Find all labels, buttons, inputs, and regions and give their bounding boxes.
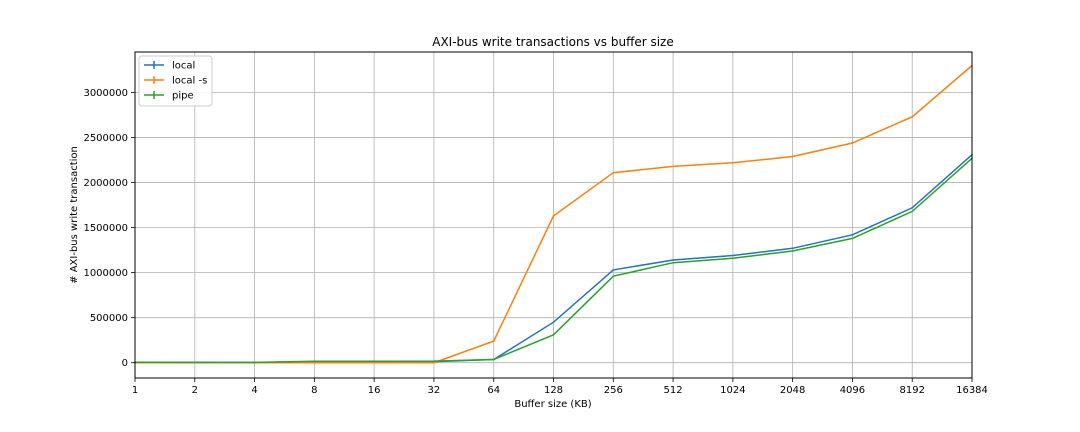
x-tick-label: 256 — [604, 385, 623, 396]
data-point — [791, 155, 794, 158]
data-point — [433, 361, 435, 364]
data-point — [612, 171, 615, 174]
y-tick-label: 2000000 — [83, 178, 128, 189]
data-point — [313, 361, 316, 364]
legend-label: local -s — [172, 76, 207, 87]
y-tick-label: 500000 — [90, 313, 128, 324]
data-series — [134, 64, 973, 364]
x-axis-ticks: 1 2 4 8 16 32 64 128 256 512 1024 2048 4096 8192 16384 — [132, 378, 988, 396]
data-point — [791, 250, 794, 252]
data-point — [732, 161, 734, 164]
legend: local local -s pipe — [138, 55, 213, 107]
y-tick-label: 1500000 — [83, 223, 128, 234]
data-point — [552, 321, 555, 323]
data-point — [851, 237, 854, 240]
data-point — [911, 210, 914, 213]
data-point — [552, 333, 555, 336]
data-point — [851, 234, 854, 236]
x-tick-label: 64 — [487, 385, 500, 396]
x-axis-label: Buffer size (KB) — [514, 399, 591, 410]
y-axis-label: # AXI-bus write transaction — [69, 146, 80, 284]
data-point — [672, 259, 674, 261]
x-tick-label: 32 — [428, 385, 441, 396]
data-point — [732, 254, 734, 257]
x-tick-label: 16 — [368, 385, 381, 396]
legend-label: pipe — [172, 91, 194, 102]
data-point — [612, 275, 615, 278]
data-point — [612, 269, 615, 271]
y-tick-label: 3000000 — [83, 88, 128, 99]
x-tick-label: 2048 — [780, 385, 805, 396]
data-point — [193, 361, 196, 364]
legend-label: local — [172, 61, 195, 72]
data-point — [911, 206, 914, 209]
data-point — [851, 142, 854, 144]
x-tick-label: 1024 — [720, 385, 745, 396]
data-point — [911, 116, 914, 118]
data-point — [253, 361, 256, 364]
data-point — [492, 340, 495, 342]
data-point — [672, 261, 674, 264]
data-point — [552, 215, 555, 217]
x-tick-label: 128 — [544, 385, 563, 396]
y-tick-label: 2500000 — [83, 133, 128, 144]
chart-title: AXI-bus write transactions vs buffer siz… — [432, 35, 673, 49]
data-point — [672, 165, 674, 168]
y-tick-label: 1000000 — [83, 268, 128, 279]
x-tick-label: 512 — [664, 385, 683, 396]
x-tick-label: 2 — [192, 385, 198, 396]
data-point — [373, 360, 375, 363]
legend-box — [138, 55, 213, 107]
data-point — [313, 360, 316, 363]
x-tick-label: 8 — [311, 385, 317, 396]
data-point — [732, 257, 734, 260]
x-tick-label: 8192 — [899, 385, 924, 396]
data-point — [492, 358, 495, 361]
x-tick-label: 4 — [251, 385, 257, 396]
y-tick-label: 0 — [122, 358, 128, 369]
data-point — [433, 360, 435, 362]
data-point — [791, 247, 794, 250]
y-axis-ticks: 0 500000 1000000 1500000 2000000 2500000 30000… — [83, 88, 135, 369]
data-point — [373, 361, 375, 364]
x-tick-label: 16384 — [956, 385, 988, 396]
x-tick-label: 4096 — [840, 385, 865, 396]
x-tick-label: 1 — [132, 385, 138, 396]
